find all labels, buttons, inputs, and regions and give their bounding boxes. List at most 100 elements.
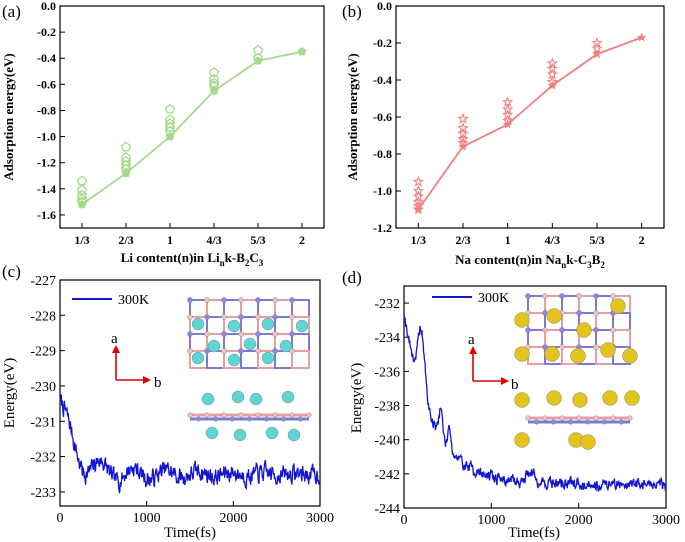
panel-c-lattice-atom [272, 348, 278, 354]
panel-a-xlabel-part: C [249, 250, 258, 265]
panel-d-lattice-atom [525, 327, 531, 333]
panel-d-adatom [546, 308, 562, 324]
panel-c-axis-a-arrowhead [112, 345, 120, 353]
panel-d-xtick-label: 3000 [652, 513, 680, 528]
panel-d-axis-a-arrowhead [469, 346, 477, 354]
panel-d-ytick-label: -232 [374, 297, 400, 312]
panel-d-ytick-label: -244 [374, 502, 400, 517]
panel-c-li-atoms-side [201, 390, 301, 442]
panel-b-ytick-label: -0.4 [373, 73, 392, 87]
panel-c-side-atom [229, 416, 235, 422]
panel-c-lattice-atom [255, 297, 261, 303]
panel-d-adatom [544, 346, 560, 362]
panel-c-side-atom [264, 416, 270, 422]
panel-c-axis-b-arrowhead [143, 376, 151, 384]
panel-d-lattice-atom [542, 293, 548, 299]
panel-c-lattice-bond [274, 316, 293, 335]
panel-c-lattice-atom [187, 348, 193, 354]
panel-d-plot-frame [403, 285, 667, 509]
panel-d-xtick-label: 0 [401, 513, 408, 528]
panel-d-lattice-bond [595, 312, 614, 331]
panel-b-min-marker [413, 204, 424, 214]
panel-b-min-line [417, 36, 643, 211]
panel-c-lattice-atom [289, 331, 295, 337]
panel-d-lattice-axes: a b [468, 332, 519, 393]
panel-d-side-atom [585, 419, 591, 425]
panel-c-lattice-bond [257, 299, 276, 318]
panel-c-side-adatom [205, 426, 219, 440]
panel-a-config-marker [164, 103, 176, 114]
panel-a-xlabel-part: 2 [245, 258, 250, 268]
panel-d-lattice-atom [610, 293, 616, 299]
panel-d-side-atom [534, 419, 540, 425]
panel-c-ytick-label: -228 [30, 309, 56, 324]
panel-c-lattice-bond [240, 350, 259, 369]
panel-b-ytick-label: 0.0 [377, 0, 392, 13]
panel-a-xtick-label: 2/3 [118, 233, 133, 247]
panel-c-axis-b-label: b [154, 375, 162, 391]
panel-c-lattice-bond [189, 333, 208, 352]
panel-d-aimd-na: (d) -232 -234 -236 -238 -240 -242 -244 0 1000 20… [342, 268, 680, 541]
panel-c-lattice-atom [272, 314, 278, 320]
panel-b-xlabel-part: 3 [587, 260, 592, 270]
panel-c-ytick-label: -227 [30, 274, 56, 289]
panel-d-lattice-side-view [525, 415, 633, 425]
panel-a-x-axis: 1/3 2/3 1 4/3 5/3 2 [74, 223, 305, 247]
panel-c-side-adatom [281, 390, 295, 404]
panel-a-ytick-label: -0.6 [37, 77, 56, 91]
panel-c-adatom [207, 339, 221, 353]
panel-a-config-marker [76, 190, 88, 200]
panel-a-ytick-label: -0.8 [37, 103, 56, 117]
panel-c-side-adatom [249, 392, 263, 406]
panel-c-lattice-bond [274, 299, 293, 318]
panel-d-lattice-bond [527, 346, 546, 365]
panel-d-adatom [622, 348, 638, 364]
panel-b-xlabel-part: k-C [566, 252, 587, 267]
panel-c-adatom [295, 319, 309, 333]
panel-a-config-marker [76, 184, 88, 195]
panel-b-min-marker [636, 32, 647, 42]
panel-d-energy-trace [403, 313, 667, 493]
panel-c-adatom [243, 337, 257, 351]
panel-c-side-atom [289, 412, 295, 418]
panel-c-adatom [261, 351, 275, 365]
panel-b-xtick-label: 4/3 [545, 233, 560, 247]
panel-c-li-atoms-top [191, 317, 309, 367]
panel-c-lattice-atom [289, 297, 295, 303]
panel-a-xlabel: Li content(n)in Link-B2C3 [121, 250, 264, 268]
panel-d-legend-label: 300K [478, 291, 509, 306]
panel-a-adsorption-li: (a) 0.0-0.2-0.4-0.6-0.8-1.0-1.2-1.4-1.6 … [1, 0, 325, 268]
panel-c-ylabel: Energy(eV) [2, 358, 18, 429]
panel-d-lattice-atom [559, 327, 565, 333]
panel-c-lattice-top-view [187, 297, 310, 369]
panel-c-adatom [191, 317, 205, 331]
panel-d-axis-b-arrowhead [501, 377, 509, 385]
panel-a-min-marker [121, 168, 131, 177]
panel-c-x-axis: 0 1000 2000 3000 [57, 501, 334, 526]
panel-d-adatom [514, 346, 530, 362]
panel-a-y-axis: 0.0 -0.2 -0.4 -0.6 -0.8 -1.0 -1.2 -1.4 -1.6 [37, 0, 65, 222]
panel-d-xtick-label: 2000 [565, 513, 593, 528]
panel-c-side-atom [298, 416, 304, 422]
panel-c-label: (c) [2, 262, 21, 281]
panel-a-config-marker [208, 73, 220, 84]
panel-d-adatom [570, 348, 586, 364]
panel-c-lattice-bond [240, 316, 259, 335]
panel-a-ytick-label: -0.2 [37, 25, 56, 39]
panel-c-lattice-bond [206, 350, 225, 369]
panel-a-xtick-label: 4/3 [206, 233, 221, 247]
panel-c-lattice-bond [189, 299, 208, 318]
panel-c-lattice-side-view [187, 412, 312, 422]
panel-c-lattice-bond [291, 333, 310, 352]
panel-d-ytick-label: -234 [374, 331, 400, 346]
panel-c-lattice-atom [204, 331, 210, 337]
panel-c-lattice-atom [272, 331, 278, 337]
panel-c-lattice-bond [223, 333, 242, 352]
panel-b-xlabel: Na content(n)in Nank-C3B2 [455, 252, 605, 270]
panel-c-lattice-atom [255, 314, 261, 320]
panel-a-min-marker [253, 56, 263, 65]
panel-c-ytick-label: -232 [30, 451, 56, 466]
panel-c-xtick-label: 3000 [306, 511, 334, 526]
panel-c-adatom [279, 339, 293, 353]
panel-d-lattice-atom [576, 293, 582, 299]
